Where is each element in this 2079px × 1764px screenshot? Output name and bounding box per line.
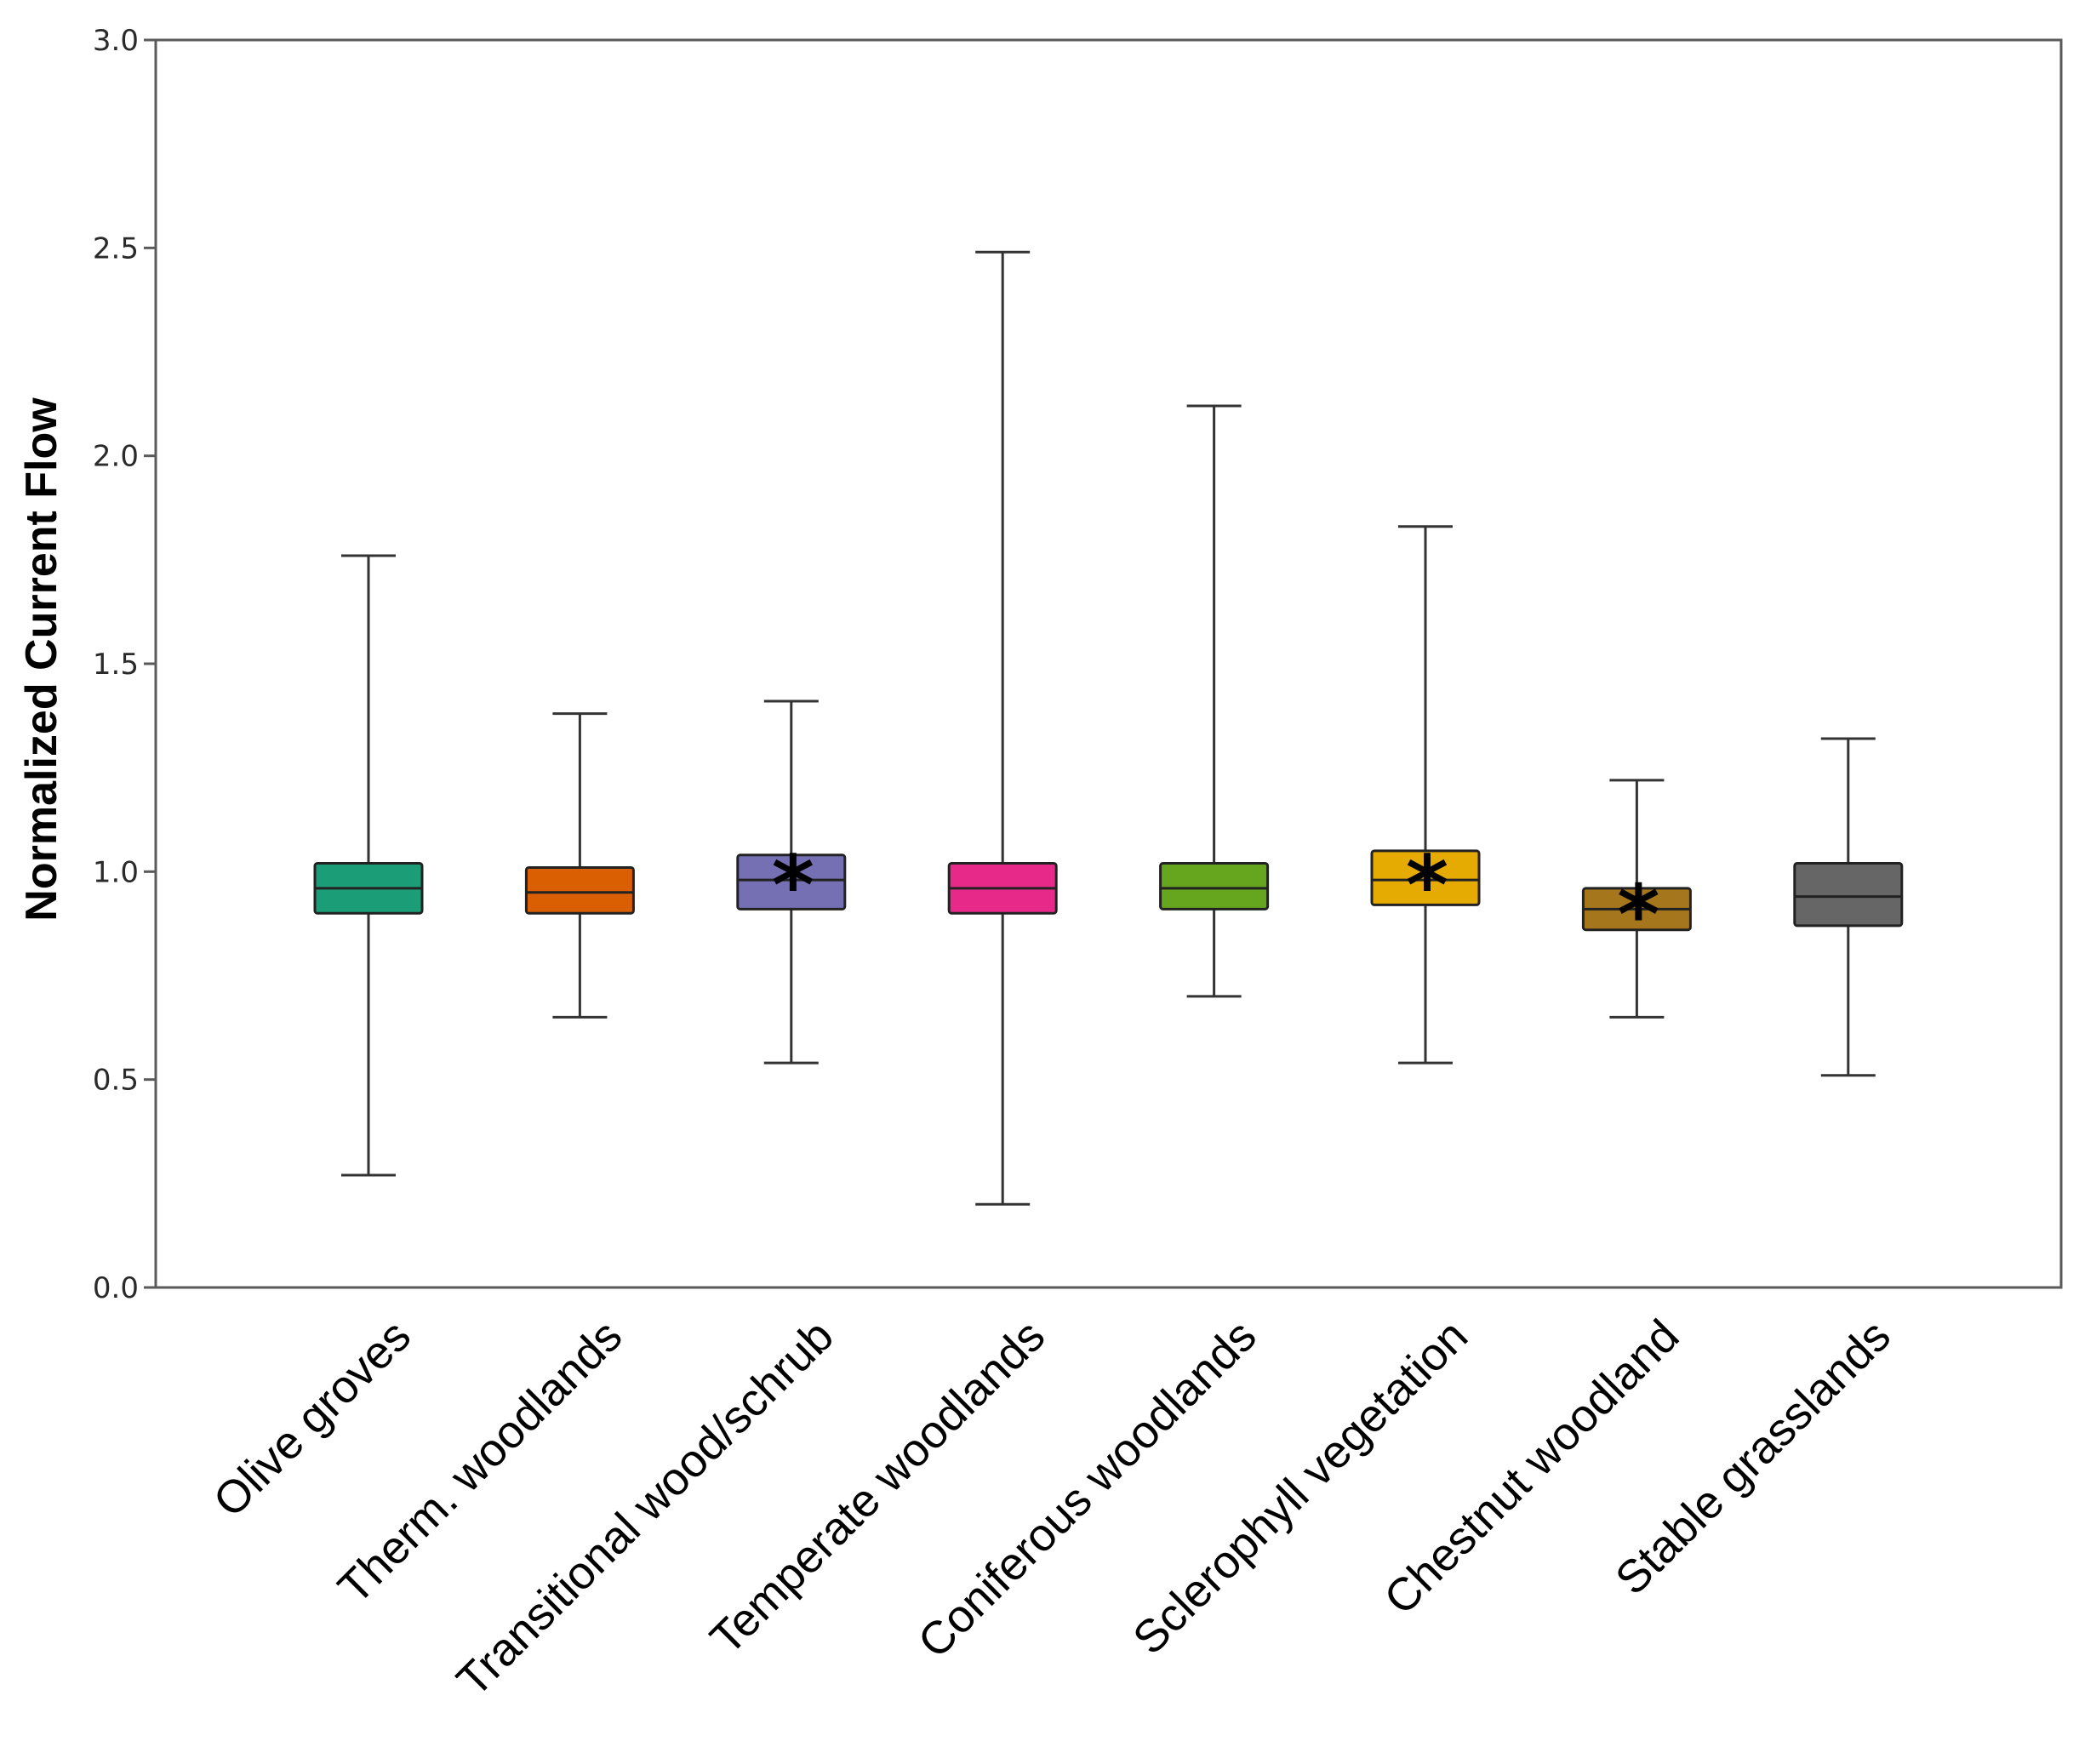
boxes: * * * bbox=[313, 250, 1904, 1206]
x-category-label: Coniferous woodlands bbox=[908, 1310, 1265, 1668]
box-group: * bbox=[736, 699, 847, 1065]
plot-border bbox=[154, 38, 2063, 1289]
y-axis: 0.0 0.5 1.0 1.5 2.0 2.5 3.0 bbox=[93, 24, 156, 1305]
y-tick-label: 2.5 bbox=[93, 231, 139, 265]
box-group bbox=[1793, 737, 1904, 1077]
box-iqr bbox=[1793, 862, 1904, 928]
box-group bbox=[1159, 404, 1270, 998]
y-tick-label: 1.0 bbox=[93, 855, 139, 889]
y-tick-label: 1.5 bbox=[93, 648, 139, 682]
box-group bbox=[313, 554, 424, 1177]
box-group: * bbox=[1581, 779, 1692, 1019]
x-category-label: Transitional wood/schrub bbox=[447, 1310, 842, 1706]
y-axis-title: Normalized Current Flow bbox=[17, 397, 66, 922]
box-iqr bbox=[736, 853, 847, 911]
y-tick-label: 2.0 bbox=[93, 440, 139, 474]
plot-frame bbox=[154, 38, 2063, 1289]
box-iqr bbox=[524, 865, 635, 915]
box-group bbox=[947, 250, 1058, 1206]
significance-marker: * bbox=[772, 838, 814, 933]
box-iqr bbox=[1159, 862, 1270, 911]
box-iqr bbox=[1370, 849, 1481, 906]
significance-marker: * bbox=[1617, 867, 1659, 962]
y-tick-label: 0.5 bbox=[93, 1064, 139, 1098]
significance-marker: * bbox=[1406, 838, 1448, 933]
box-group: * bbox=[1370, 525, 1481, 1065]
x-category-label: Olive groves bbox=[203, 1310, 420, 1527]
box-group bbox=[524, 712, 635, 1019]
y-tick-label: 0.0 bbox=[93, 1271, 139, 1305]
y-tick-label: 3.0 bbox=[93, 24, 139, 58]
